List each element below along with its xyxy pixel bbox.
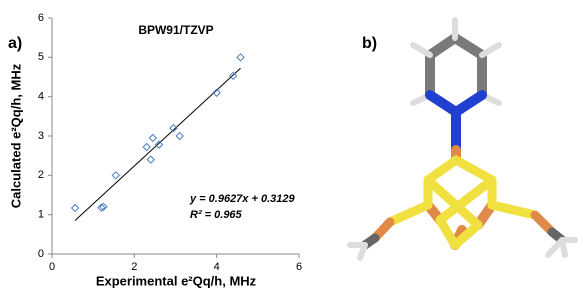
point: [72, 204, 79, 211]
x-tick-label: 0: [49, 261, 55, 273]
panel-label: b): [362, 35, 377, 52]
y-tick-label: 6: [38, 12, 44, 24]
y-tick-label: 3: [38, 130, 44, 142]
molecule: [350, 20, 575, 258]
y-axis-label: Calculated e²Qq/h, MHz: [8, 63, 23, 208]
y-tick-label: 2: [38, 169, 44, 181]
point: [147, 156, 154, 163]
y-tick-label: 4: [38, 91, 44, 103]
y-tick-label: 1: [38, 209, 44, 221]
x-tick-label: 4: [214, 261, 220, 273]
x-tick-label: 2: [131, 261, 137, 273]
x-tick-label: 6: [296, 261, 302, 273]
equation: y = 0.9627x + 0.3129: [189, 193, 295, 205]
point: [112, 172, 119, 179]
y-tick-label: 0: [38, 248, 44, 260]
y-tick-label: 5: [38, 51, 44, 63]
point: [176, 133, 183, 140]
panel-label: a): [8, 35, 22, 52]
figure: a) b) BPW91/TZVP Experimental e²Qq/h, MH…: [0, 0, 583, 291]
r-squared: R² = 0.965: [190, 209, 243, 221]
point: [156, 141, 163, 148]
chart-title: BPW91/TZVP: [138, 23, 213, 37]
x-axis-label: Experimental e²Qq/h, MHz: [96, 273, 257, 288]
point: [237, 54, 244, 61]
point: [143, 144, 150, 151]
point: [149, 134, 156, 141]
